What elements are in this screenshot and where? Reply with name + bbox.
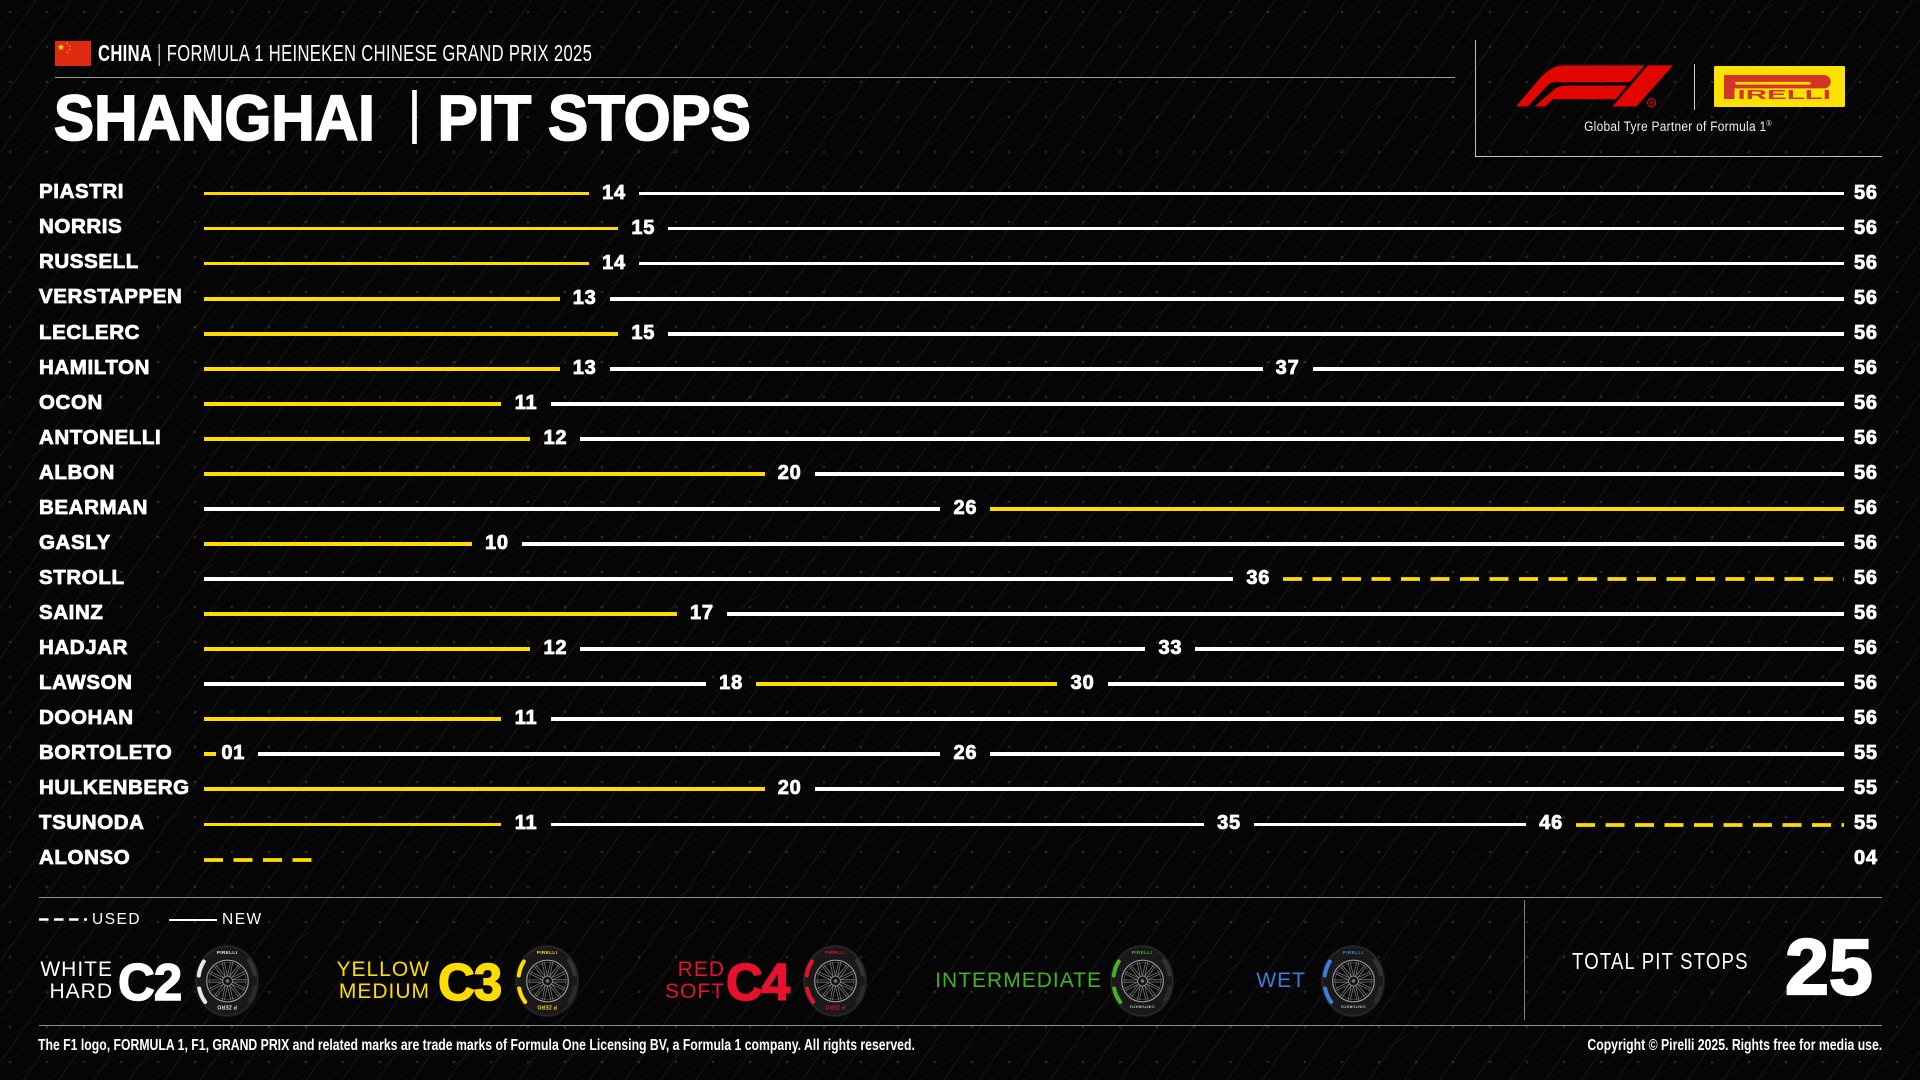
svg-text:P ZERO: P ZERO: [825, 1003, 845, 1009]
svg-text:PIRELLI: PIRELLI: [1132, 950, 1153, 956]
svg-text:CINTURATO: CINTURATO: [1341, 1004, 1366, 1009]
svg-text:IRELLI: IRELLI: [1738, 87, 1832, 102]
svg-text:PIRELLI: PIRELLI: [1343, 950, 1364, 956]
svg-text:P ZERO: P ZERO: [217, 1003, 237, 1009]
svg-text:R: R: [1649, 101, 1653, 107]
svg-text:PIRELLI: PIRELLI: [217, 950, 238, 956]
svg-text:PIRELLI: PIRELLI: [825, 950, 846, 956]
svg-text:PIRELLI: PIRELLI: [537, 950, 558, 956]
svg-text:P ZERO: P ZERO: [537, 1003, 557, 1009]
svg-text:CINTURATO: CINTURATO: [1130, 1004, 1155, 1009]
